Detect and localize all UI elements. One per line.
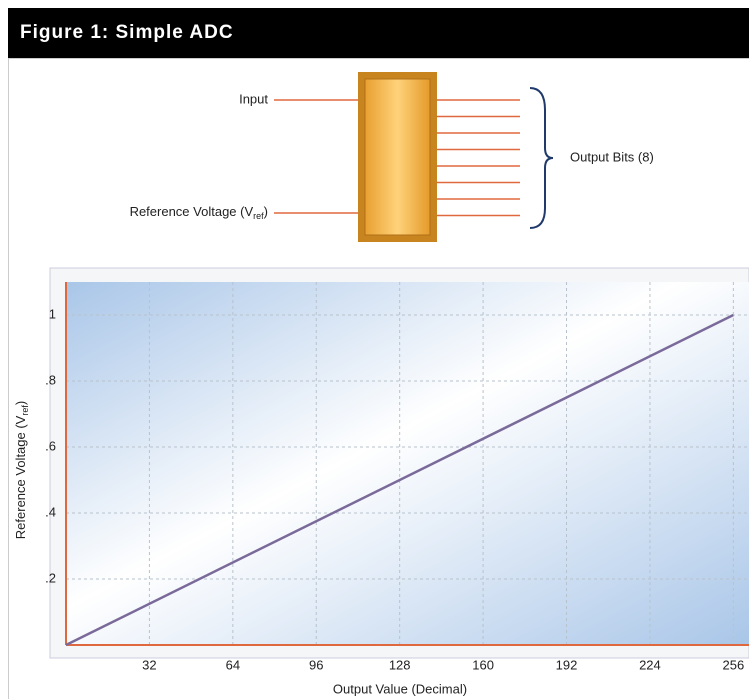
x-tick-label: 160	[472, 657, 494, 672]
x-tick-label: 128	[389, 657, 411, 672]
x-tick-label: 96	[309, 657, 323, 672]
plot-area	[66, 282, 749, 645]
x-tick-label: 192	[556, 657, 578, 672]
y-tick-label: .6	[45, 438, 56, 453]
y-tick-label: .4	[45, 504, 56, 519]
x-tick-label: 64	[226, 657, 240, 672]
brace	[529, 87, 554, 229]
x-tick-label: 256	[723, 657, 745, 672]
figure-title: Figure 1: Simple ADC	[20, 22, 234, 43]
y-tick-label: .2	[45, 570, 56, 585]
output-label: Output Bits (8)	[570, 149, 654, 164]
x-tick-label: 224	[639, 657, 661, 672]
y-axis-label: Reference Voltage (Vref)	[13, 401, 30, 539]
x-tick-label: 32	[142, 657, 156, 672]
frame	[8, 58, 749, 699]
title-bar	[8, 8, 749, 58]
data-line	[65, 313, 734, 647]
adc-face	[364, 78, 431, 236]
output-wires	[437, 99, 520, 217]
input-label: Input	[239, 91, 268, 106]
x-axis-label: Output Value (Decimal)	[333, 681, 467, 696]
vref-label: Reference Voltage (Vref)	[130, 204, 268, 221]
y-tick-label: 1	[49, 306, 56, 321]
y-tick-label: .8	[45, 372, 56, 387]
